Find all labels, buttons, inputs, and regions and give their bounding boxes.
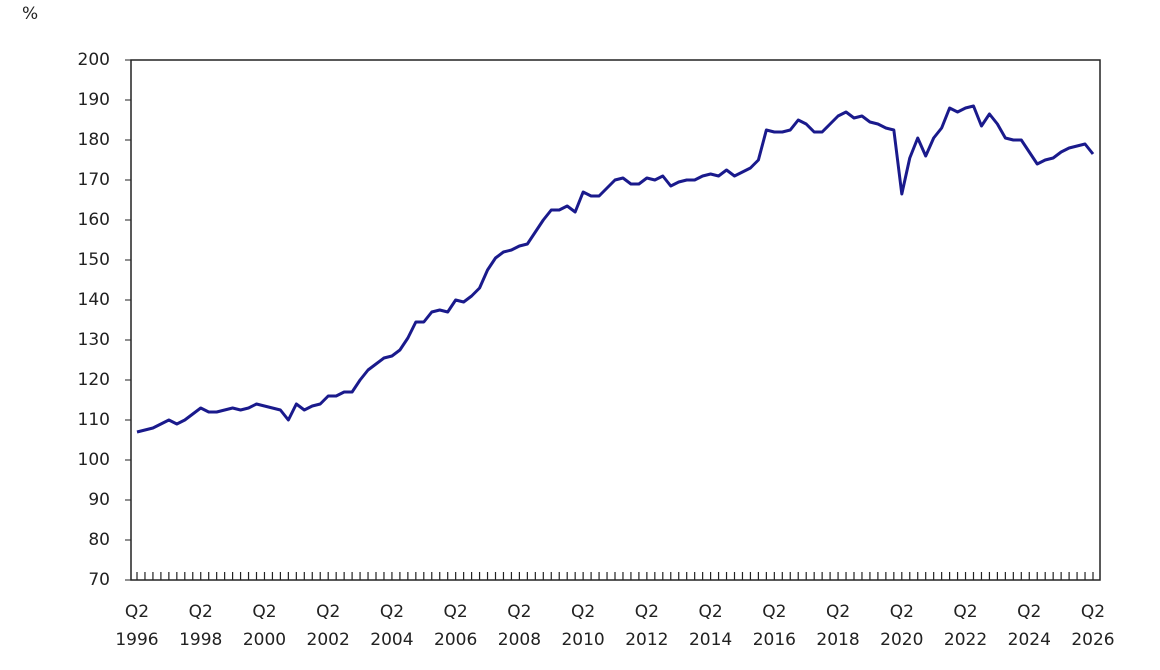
series-line xyxy=(136,104,1095,434)
y-tick-label: 190 xyxy=(78,90,110,110)
y-tick-label: 140 xyxy=(78,290,110,310)
x-tick-label: Q2 1998 xyxy=(179,602,223,650)
x-tick-label: Q2 2012 xyxy=(625,602,669,650)
x-tick-label: Q2 2006 xyxy=(434,602,478,650)
x-tick-label: Q2 2004 xyxy=(370,602,414,650)
x-tick-label: Q2 2024 xyxy=(1007,602,1051,650)
y-tick-label: 110 xyxy=(78,410,110,430)
y-tick-label: 180 xyxy=(78,130,110,150)
y-tick-label: 100 xyxy=(78,450,110,470)
y-tick-label: 170 xyxy=(78,170,110,190)
y-tick-label: 90 xyxy=(88,490,110,510)
x-tick-label: Q2 1996 xyxy=(115,602,159,650)
x-tick-label: Q2 2026 xyxy=(1071,602,1115,650)
x-tick-label: Q2 2020 xyxy=(880,602,924,650)
y-tick-label: 130 xyxy=(78,330,110,350)
y-unit: % xyxy=(22,4,38,24)
y-tick-label: 70 xyxy=(88,570,110,590)
x-tick-label: Q2 2014 xyxy=(688,602,733,650)
x-tick-label: Q2 2008 xyxy=(497,602,542,650)
x-tick-label: Q2 2016 xyxy=(752,602,796,650)
x-tick-label: Q2 2000 xyxy=(242,602,287,650)
y-tick-label: 80 xyxy=(88,530,110,550)
y-tick-label: 150 xyxy=(78,250,110,270)
y-tick-label: 120 xyxy=(78,370,110,390)
x-tick-label: Q2 2002 xyxy=(306,602,350,650)
x-tick-label: Q2 2022 xyxy=(943,602,988,650)
x-tick-label: Q2 2010 xyxy=(561,602,605,650)
plot-frame xyxy=(130,59,1101,581)
y-tick-label: 200 xyxy=(78,50,110,70)
y-tick-label: 160 xyxy=(78,210,110,230)
x-tick-label: Q2 2018 xyxy=(816,602,860,650)
